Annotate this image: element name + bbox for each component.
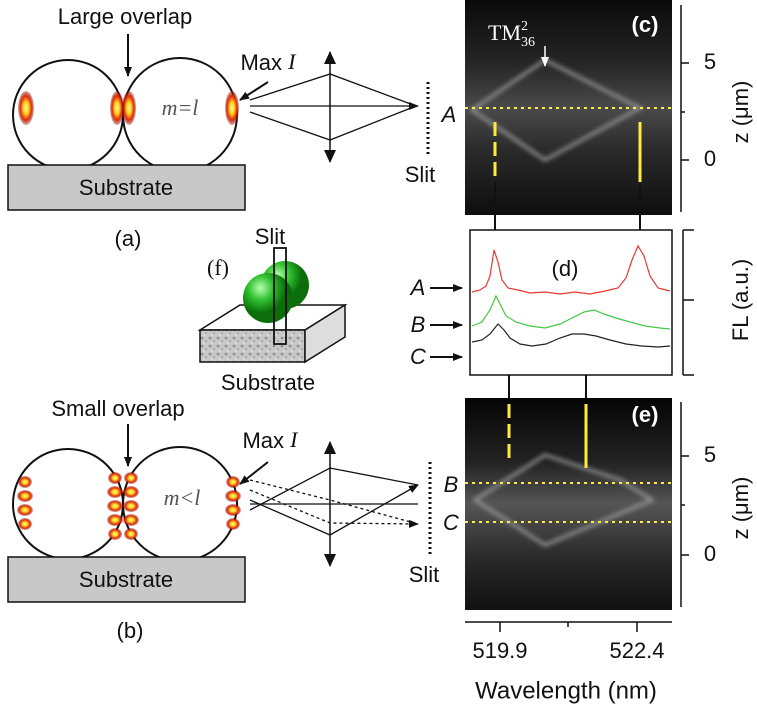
y-axis-label: z (μm) bbox=[728, 81, 753, 144]
annotation: Max I bbox=[242, 427, 299, 453]
shape-ellipse bbox=[123, 514, 139, 526]
y-axis-label: z (μm) bbox=[728, 477, 753, 540]
shape-ellipse bbox=[225, 490, 241, 502]
y-axis bbox=[681, 402, 689, 607]
symbol: I bbox=[289, 427, 299, 452]
annotation: Max bbox=[240, 50, 282, 75]
shape-ellipse bbox=[108, 528, 122, 540]
y-axis bbox=[683, 230, 694, 375]
panel-a bbox=[8, 34, 428, 210]
shape-line bbox=[240, 82, 268, 100]
shape-ellipse bbox=[18, 476, 32, 488]
panel-label: (b) bbox=[117, 618, 144, 643]
position-label: A bbox=[440, 102, 457, 127]
substrate-label: Substrate bbox=[79, 567, 173, 592]
trace-label: B bbox=[411, 312, 426, 337]
shape-ellipse bbox=[107, 500, 123, 512]
shape-ellipse bbox=[123, 486, 139, 498]
shape-polyline bbox=[250, 485, 418, 535]
shape-ellipse bbox=[225, 91, 239, 125]
position-label: C bbox=[443, 510, 459, 535]
x-tick-label: 522.4 bbox=[609, 638, 664, 663]
superscript: 2 bbox=[521, 19, 528, 34]
shape-ellipse bbox=[123, 500, 139, 512]
y-tick-label: 5 bbox=[704, 442, 716, 467]
shape-polygon bbox=[200, 330, 305, 362]
panel-label: (d) bbox=[552, 256, 579, 281]
shape-ellipse bbox=[124, 472, 138, 484]
x-axis bbox=[465, 622, 672, 632]
shape-polyline bbox=[250, 106, 416, 140]
annotation: Max I bbox=[240, 49, 297, 75]
figure: Large overlap Max I m=l Substrate (a) A … bbox=[0, 0, 757, 713]
slit-label: Slit bbox=[405, 162, 436, 187]
trace-label: A bbox=[409, 275, 426, 300]
mode-label: m<l bbox=[164, 485, 201, 510]
shape-ellipse bbox=[110, 91, 124, 125]
annotation: Small overlap bbox=[51, 396, 184, 421]
shape-polyline bbox=[250, 74, 416, 106]
annotation: Large overlap bbox=[58, 4, 193, 29]
shape-line bbox=[240, 462, 268, 484]
y-tick-label: 0 bbox=[704, 541, 716, 566]
shape-ellipse bbox=[108, 472, 122, 484]
mode-label: m=l bbox=[162, 95, 199, 120]
shape-circle bbox=[13, 449, 123, 559]
panel-label: (c) bbox=[632, 12, 659, 37]
trace-arrows bbox=[430, 288, 462, 357]
annotation: Max bbox=[242, 428, 284, 453]
y-axis-label: FL (a.u.) bbox=[728, 259, 753, 341]
shape-ellipse bbox=[17, 504, 33, 516]
panel-label: (a) bbox=[115, 226, 142, 251]
page: Large overlap Max I m=l Substrate (a) A … bbox=[0, 0, 757, 713]
substrate-label: Substrate bbox=[79, 175, 173, 200]
shape-ellipse bbox=[122, 91, 136, 125]
substrate-label: Substrate bbox=[221, 370, 315, 395]
panel-label: (e) bbox=[632, 402, 659, 427]
shape-ellipse bbox=[225, 504, 241, 516]
x-axis-label: Wavelength (nm) bbox=[475, 677, 657, 704]
y-tick-label: 0 bbox=[704, 146, 716, 171]
shape-ellipse bbox=[17, 490, 33, 502]
shape-polyline bbox=[250, 490, 418, 524]
shape-ellipse bbox=[18, 91, 34, 125]
y-axis bbox=[681, 5, 689, 212]
position-label: B bbox=[444, 472, 459, 497]
shape-ellipse bbox=[226, 476, 240, 488]
trace-label: C bbox=[410, 344, 426, 369]
shape-ellipse bbox=[226, 518, 240, 530]
x-tick-label: 519.9 bbox=[472, 638, 527, 663]
shape-ellipse bbox=[107, 514, 123, 526]
panel-label: (f) bbox=[207, 255, 229, 280]
shape-ellipse bbox=[124, 528, 138, 540]
symbol: I bbox=[287, 49, 297, 74]
slit-label: Slit bbox=[255, 224, 286, 249]
subscript: 36 bbox=[521, 35, 535, 50]
panel-e-image bbox=[465, 398, 672, 610]
mode-name: TM bbox=[488, 20, 521, 45]
shape-ellipse bbox=[107, 486, 123, 498]
shape-ellipse bbox=[18, 518, 32, 530]
slit-label: Slit bbox=[409, 562, 440, 587]
y-tick-label: 5 bbox=[704, 49, 716, 74]
panel-b bbox=[8, 424, 430, 602]
shape-polyline bbox=[250, 480, 418, 524]
